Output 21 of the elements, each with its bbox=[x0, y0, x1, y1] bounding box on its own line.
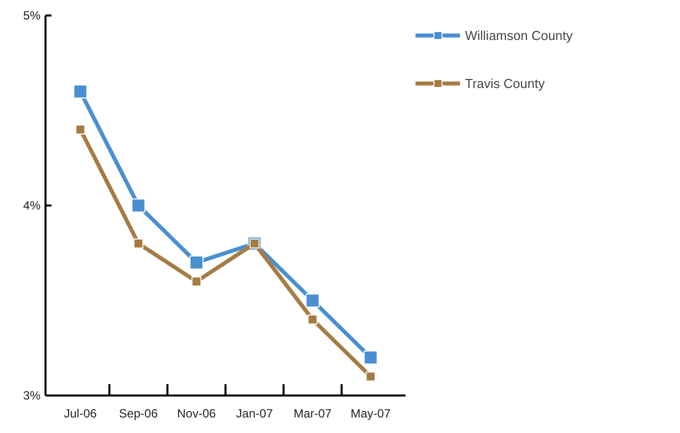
point bbox=[133, 238, 144, 248]
legend-label: Travis County bbox=[465, 76, 545, 90]
point bbox=[73, 84, 88, 98]
point bbox=[306, 294, 320, 308]
point bbox=[189, 256, 204, 270]
x-tick-label: Mar-07 bbox=[294, 406, 332, 420]
point bbox=[131, 198, 146, 212]
y-tick-label: 5% bbox=[23, 8, 41, 22]
point bbox=[308, 314, 318, 324]
point bbox=[191, 276, 202, 286]
x-tick-label: Nov-06 bbox=[177, 406, 216, 420]
point bbox=[75, 124, 86, 134]
y-tick-label: 3% bbox=[23, 388, 41, 402]
x-tick-label: May-07 bbox=[350, 406, 391, 420]
point bbox=[366, 372, 376, 382]
x-tick-label: Sep-06 bbox=[119, 406, 158, 420]
point bbox=[364, 350, 378, 364]
y-tick-label: 4% bbox=[23, 198, 41, 212]
x-tick-label: Jul-06 bbox=[64, 406, 98, 420]
x-tick-label: Jan-07 bbox=[236, 406, 274, 420]
legend-label: Williamson County bbox=[465, 28, 573, 42]
